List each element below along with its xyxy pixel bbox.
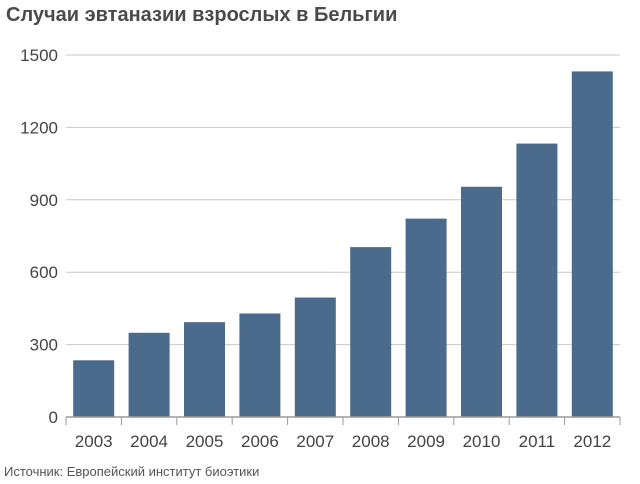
bar-2010	[461, 186, 502, 417]
x-tick-label: 2009	[407, 432, 445, 451]
y-tick-label: 0	[49, 408, 58, 427]
x-tick-label: 2007	[296, 432, 334, 451]
x-axis-tick-labels: 2003 2004 2005 2006 2007 2008 2009 2010 2011 2012	[75, 432, 611, 451]
bar-2008	[350, 247, 392, 417]
bar-2012	[571, 71, 613, 417]
x-axis	[65, 416, 621, 425]
x-tick-label: 2004	[130, 432, 168, 451]
x-tick-label: 2010	[463, 432, 501, 451]
x-tick-label: 2008	[352, 432, 390, 451]
x-tick-label: 2005	[186, 432, 224, 451]
bar-2005	[184, 322, 225, 417]
bars	[73, 71, 613, 417]
x-tick-label: 2003	[75, 432, 113, 451]
y-tick-label: 1500	[20, 46, 58, 65]
chart-title: Случаи эвтаназии взрослых в Бельгии	[6, 4, 398, 26]
bar-2006	[239, 313, 281, 417]
bar-2009	[405, 218, 447, 417]
bar-2003	[73, 360, 115, 417]
x-tick-label: 2006	[241, 432, 279, 451]
bar-2011	[516, 143, 558, 417]
y-tick-label: 1200	[20, 118, 58, 137]
y-axis-tick-labels: 0 300 600 900 1200 1500	[20, 46, 58, 427]
y-tick-label: 600	[30, 263, 58, 282]
x-tick-label: 2012	[573, 432, 611, 451]
source-note: Источник: Европейский институт биоэтики	[4, 464, 260, 479]
x-tick-label: 2011	[519, 432, 556, 451]
bar-2007	[294, 297, 336, 417]
y-tick-label: 900	[30, 191, 58, 210]
y-tick-label: 300	[30, 336, 58, 355]
bar-2004	[128, 332, 170, 417]
